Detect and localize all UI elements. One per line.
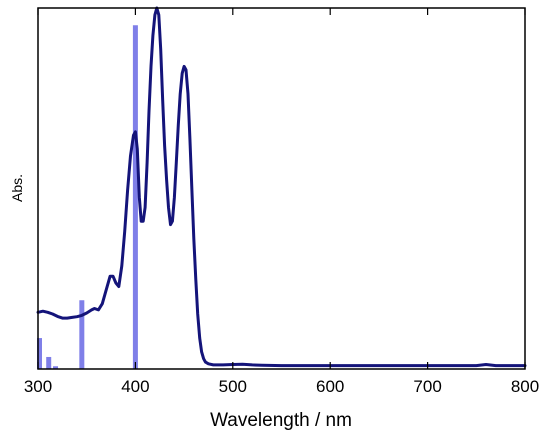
plot-background xyxy=(38,8,525,369)
stick-spectrum xyxy=(37,25,138,369)
plot-frame xyxy=(37,7,526,370)
y-axis-title: Abs. xyxy=(9,174,25,202)
x-tick-label: 400 xyxy=(121,377,149,396)
absorbance-curve xyxy=(36,6,527,368)
x-tick-label: 500 xyxy=(219,377,247,396)
x-tick-label: 600 xyxy=(316,377,344,396)
x-tick-label: 800 xyxy=(511,377,539,396)
x-tick-label: 300 xyxy=(24,377,52,396)
x-axis-ticks: 300 400 500 600 700 800 xyxy=(24,8,539,396)
x-tick-label: 700 xyxy=(413,377,441,396)
x-axis-title: Wavelength / nm xyxy=(210,410,352,431)
